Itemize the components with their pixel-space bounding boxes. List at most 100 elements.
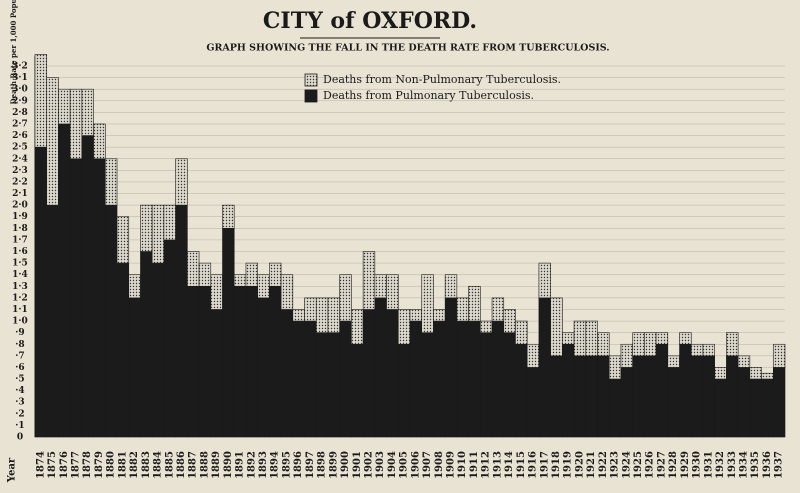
pulmonary-bar — [315, 332, 329, 438]
pulmonary-bar — [550, 355, 563, 438]
pulmonary-bar — [690, 355, 704, 438]
x-tick-label: 1907 — [422, 451, 433, 479]
non-pulmonary-bar — [315, 297, 329, 333]
pulmonary-bar — [433, 320, 446, 438]
pulmonary-bar — [573, 355, 587, 438]
x-tick-label: 1914 — [504, 451, 515, 479]
x-tick-label: 1917 — [539, 451, 550, 479]
non-pulmonary-bar — [597, 332, 610, 357]
pulmonary-bar — [339, 320, 352, 438]
non-pulmonary-bar — [655, 332, 669, 345]
y-tick-label: ·9 — [15, 328, 24, 338]
non-pulmonary-bar — [526, 343, 540, 368]
pulmonary-bar — [608, 378, 622, 438]
pulmonary-bar — [468, 320, 481, 438]
non-pulmonary-bar — [163, 204, 176, 241]
pulmonary-bar — [280, 309, 294, 438]
pulmonary-bar — [409, 320, 423, 438]
pulmonary-bar — [515, 343, 528, 438]
non-pulmonary-bar — [187, 251, 200, 287]
pulmonary-bar — [362, 309, 376, 438]
pulmonary-bar — [269, 285, 282, 438]
x-tick-label: 1877 — [71, 451, 82, 479]
y-tick-label: ·4 — [15, 386, 24, 396]
x-tick-label: 1905 — [399, 451, 410, 479]
y-tick-label: 2·1 — [12, 189, 28, 199]
non-pulmonary-bar — [198, 262, 212, 287]
x-tick-label: 1895 — [281, 451, 292, 479]
non-pulmonary-bar — [468, 285, 481, 322]
non-pulmonary-bar — [46, 77, 59, 206]
x-tick-label: 1894 — [270, 451, 281, 479]
x-tick-label: 1918 — [551, 451, 562, 479]
x-tick-label: 1932 — [715, 451, 726, 479]
non-pulmonary-bar — [456, 297, 469, 322]
non-pulmonary-bar — [714, 367, 727, 380]
non-pulmonary-bar — [620, 343, 633, 368]
pulmonary-bar — [397, 343, 411, 438]
pulmonary-bar — [233, 285, 247, 438]
y-tick-label: 2·5 — [12, 143, 28, 153]
pulmonary-bar — [222, 228, 235, 438]
x-tick-label: 1882 — [129, 451, 140, 479]
pulmonary-bar — [128, 297, 141, 438]
x-tick-label: 1929 — [680, 451, 691, 479]
non-pulmonary-bar — [562, 332, 575, 345]
y-tick-label: 1·6 — [12, 247, 28, 257]
pulmonary-bar — [93, 158, 106, 438]
pulmonary-bar — [749, 378, 762, 438]
non-pulmonary-bar — [269, 262, 282, 287]
y-tick-label: 1·2 — [12, 293, 28, 303]
pulmonary-bar — [292, 320, 305, 438]
x-tick-label: 1886 — [176, 451, 187, 479]
x-tick-label: 1906 — [410, 451, 421, 479]
non-pulmonary-bar — [93, 123, 106, 160]
x-tick-label: 1876 — [59, 451, 70, 479]
pulmonary-bar — [679, 343, 692, 438]
pulmonary-bar — [58, 123, 71, 438]
non-pulmonary-bar — [480, 320, 493, 333]
non-pulmonary-bar — [339, 274, 352, 322]
non-pulmonary-bar — [34, 54, 48, 148]
pulmonary-bar — [46, 204, 59, 438]
non-pulmonary-bar — [362, 251, 376, 310]
pulmonary-bar — [151, 262, 165, 438]
pulmonary-bar — [304, 320, 317, 438]
legend-label: Deaths from Non-Pulmonary Tuberculosis. — [323, 73, 561, 86]
pulmonary-bar — [34, 146, 48, 438]
pulmonary-bar — [655, 343, 669, 438]
x-tick-label: 1890 — [223, 451, 234, 479]
x-tick-label: 1934 — [738, 451, 749, 479]
pulmonary-bar — [597, 355, 610, 438]
x-tick-label: 1912 — [481, 451, 492, 479]
y-tick-label: 2·0 — [12, 201, 28, 211]
x-tick-label: 1921 — [586, 451, 597, 479]
legend-swatch — [304, 73, 318, 87]
pulmonary-bar — [175, 204, 188, 438]
non-pulmonary-bar — [585, 320, 598, 357]
non-pulmonary-bar — [667, 355, 680, 368]
x-tick-label: 1936 — [762, 451, 773, 479]
non-pulmonary-bar — [327, 297, 340, 333]
non-pulmonary-bar — [608, 355, 622, 380]
non-pulmonary-bar — [433, 309, 446, 322]
y-tick-label: ·3 — [15, 398, 24, 408]
non-pulmonary-bar — [116, 216, 130, 264]
non-pulmonary-bar — [210, 274, 223, 310]
pulmonary-bar — [726, 355, 739, 438]
x-tick-label: 1889 — [211, 451, 222, 479]
pulmonary-bar — [116, 262, 130, 438]
pulmonary-bar — [632, 355, 645, 438]
pulmonary-bar — [585, 355, 598, 438]
x-tick-label: 1930 — [692, 451, 703, 479]
non-pulmonary-bar — [421, 274, 434, 333]
non-pulmonary-bar — [726, 332, 739, 357]
x-tick-label: 1903 — [375, 451, 386, 479]
pulmonary-bar — [772, 367, 786, 438]
y-tick-label: 3·1 — [12, 73, 28, 83]
non-pulmonary-bar — [81, 88, 94, 136]
x-tick-label: 1892 — [246, 451, 257, 479]
y-tick-label: 3·2 — [12, 62, 28, 72]
non-pulmonary-bar — [292, 309, 305, 322]
non-pulmonary-bar — [151, 204, 165, 264]
